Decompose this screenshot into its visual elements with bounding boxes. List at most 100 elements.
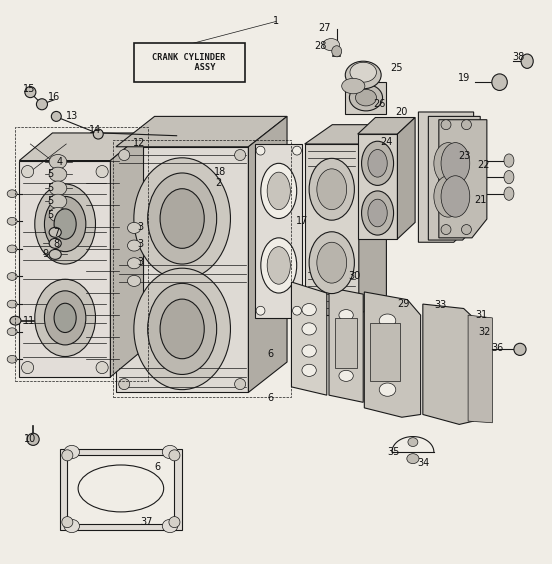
Text: 23: 23 xyxy=(459,151,471,161)
Ellipse shape xyxy=(44,291,86,345)
Text: 24: 24 xyxy=(380,137,392,147)
Text: 33: 33 xyxy=(434,300,447,310)
Ellipse shape xyxy=(54,209,76,239)
Ellipse shape xyxy=(64,446,79,459)
Ellipse shape xyxy=(434,143,463,184)
Ellipse shape xyxy=(504,187,514,200)
Ellipse shape xyxy=(49,167,67,182)
Ellipse shape xyxy=(339,351,353,362)
Text: 1: 1 xyxy=(273,16,279,27)
Polygon shape xyxy=(423,304,474,425)
Ellipse shape xyxy=(256,306,265,315)
Bar xyxy=(15,127,148,381)
Ellipse shape xyxy=(49,194,67,209)
Ellipse shape xyxy=(339,371,353,381)
Polygon shape xyxy=(110,133,144,377)
Ellipse shape xyxy=(302,323,316,335)
Bar xyxy=(67,455,174,524)
Ellipse shape xyxy=(302,303,316,316)
Text: 31: 31 xyxy=(475,310,487,320)
Text: 5: 5 xyxy=(47,210,54,219)
Ellipse shape xyxy=(62,450,73,461)
Text: 10: 10 xyxy=(24,434,36,444)
Ellipse shape xyxy=(169,517,180,528)
Ellipse shape xyxy=(379,314,396,327)
Ellipse shape xyxy=(22,362,34,373)
Text: 38: 38 xyxy=(513,52,525,62)
Ellipse shape xyxy=(169,450,180,461)
Ellipse shape xyxy=(7,300,17,308)
Ellipse shape xyxy=(349,85,383,111)
Ellipse shape xyxy=(36,99,47,110)
Ellipse shape xyxy=(346,61,381,89)
Polygon shape xyxy=(428,116,480,240)
Ellipse shape xyxy=(368,149,388,177)
Bar xyxy=(60,449,182,530)
Ellipse shape xyxy=(35,184,95,264)
Ellipse shape xyxy=(302,345,316,357)
Ellipse shape xyxy=(162,446,178,459)
Ellipse shape xyxy=(362,191,394,235)
Ellipse shape xyxy=(441,143,470,184)
Ellipse shape xyxy=(147,173,216,264)
Ellipse shape xyxy=(379,383,396,396)
Ellipse shape xyxy=(293,146,301,155)
Ellipse shape xyxy=(267,246,290,284)
Ellipse shape xyxy=(350,62,376,82)
Text: 3: 3 xyxy=(137,240,144,249)
Text: 5: 5 xyxy=(47,169,54,179)
Ellipse shape xyxy=(309,232,354,294)
Ellipse shape xyxy=(261,238,297,293)
Ellipse shape xyxy=(128,222,141,233)
Ellipse shape xyxy=(379,336,396,349)
Ellipse shape xyxy=(96,165,108,178)
Text: 37: 37 xyxy=(140,517,152,527)
Ellipse shape xyxy=(261,164,297,218)
Text: 19: 19 xyxy=(458,73,470,83)
Ellipse shape xyxy=(128,240,141,251)
Ellipse shape xyxy=(49,181,67,195)
Ellipse shape xyxy=(256,146,265,155)
Ellipse shape xyxy=(492,74,507,90)
Ellipse shape xyxy=(49,227,61,237)
Text: 3: 3 xyxy=(137,222,144,232)
Text: 29: 29 xyxy=(397,299,409,309)
Ellipse shape xyxy=(128,258,141,269)
Ellipse shape xyxy=(293,306,301,315)
Polygon shape xyxy=(116,147,248,393)
Text: 28: 28 xyxy=(314,41,326,51)
Ellipse shape xyxy=(64,519,79,532)
Polygon shape xyxy=(248,116,287,393)
Ellipse shape xyxy=(521,54,533,68)
Ellipse shape xyxy=(22,165,34,178)
Ellipse shape xyxy=(434,176,463,217)
Text: 34: 34 xyxy=(418,458,430,468)
Polygon shape xyxy=(358,117,415,134)
Ellipse shape xyxy=(7,328,17,336)
Ellipse shape xyxy=(309,158,354,220)
Text: 7: 7 xyxy=(53,228,60,239)
Ellipse shape xyxy=(332,46,342,57)
Polygon shape xyxy=(291,282,327,395)
Ellipse shape xyxy=(147,283,216,374)
Ellipse shape xyxy=(355,89,376,106)
Ellipse shape xyxy=(160,189,204,248)
Ellipse shape xyxy=(441,120,451,130)
Text: 21: 21 xyxy=(474,195,486,205)
Ellipse shape xyxy=(35,279,95,356)
Text: 2: 2 xyxy=(215,178,221,188)
Ellipse shape xyxy=(368,199,388,227)
Ellipse shape xyxy=(119,149,130,161)
Ellipse shape xyxy=(379,361,396,374)
Ellipse shape xyxy=(96,362,108,373)
Ellipse shape xyxy=(504,154,514,167)
Text: 11: 11 xyxy=(23,316,35,325)
Ellipse shape xyxy=(27,433,39,446)
Text: 18: 18 xyxy=(214,166,226,177)
Ellipse shape xyxy=(49,249,61,259)
Polygon shape xyxy=(19,161,110,377)
Text: 22: 22 xyxy=(477,160,489,170)
Text: 6: 6 xyxy=(267,393,274,403)
Polygon shape xyxy=(364,292,421,417)
Ellipse shape xyxy=(93,129,103,139)
